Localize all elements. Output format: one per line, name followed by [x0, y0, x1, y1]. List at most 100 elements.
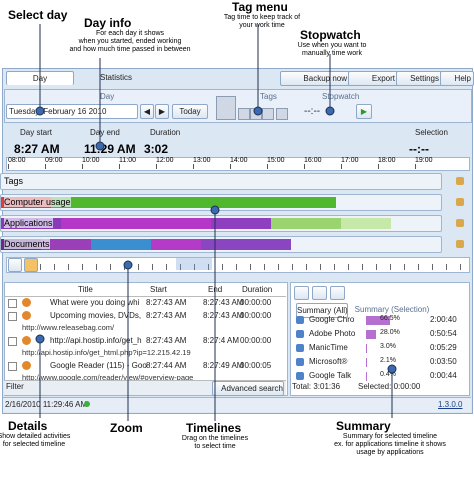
zoom-tick — [68, 264, 69, 270]
summary-name: Google Chro — [309, 315, 355, 324]
ruler-label: 19:00 — [415, 157, 433, 164]
summary-tab[interactable]: Summary (All) — [296, 303, 348, 318]
lock-icon — [456, 240, 464, 248]
zoom-tick — [348, 264, 349, 270]
checkbox — [8, 311, 17, 321]
cell: 00:00:00 — [240, 310, 272, 320]
ruler-tick — [341, 164, 342, 169]
summary-name: ManicTime — [309, 343, 348, 352]
summary-tab[interactable]: Summary (Selection) — [354, 305, 430, 314]
callout-text: Show detailed activities — [0, 433, 71, 440]
stopwatch-display: --:-- — [304, 106, 321, 117]
ruler-tick — [156, 164, 157, 169]
tag-icon — [216, 96, 236, 120]
summary-time: 0:03:50 — [430, 357, 457, 366]
ruler-label: 13:00 — [193, 157, 211, 164]
version: 1.3.0.0 — [438, 400, 463, 409]
zoom-tick — [278, 264, 279, 270]
search-button[interactable]: Advanced search — [212, 381, 284, 396]
lock-icon — [456, 219, 464, 227]
share-bar — [366, 330, 377, 339]
ruler-label: 08:00 — [8, 157, 26, 164]
track-label: Documents — [4, 239, 50, 249]
activity-segment — [271, 218, 341, 229]
summary-tool[interactable] — [312, 286, 327, 300]
row-title: Google Reader (115) - Goo — [50, 360, 147, 370]
ruler-label: 12:00 — [156, 157, 174, 164]
cell: 8:27:4 AM — [203, 335, 240, 345]
row-title: Upcoming movies, DVDs, — [50, 310, 142, 320]
zoom-tick — [138, 264, 139, 270]
zoom-tick — [166, 264, 167, 270]
details-pane — [4, 282, 288, 396]
timeline-track: Tags — [0, 173, 442, 190]
next-button[interactable]: ▶ — [155, 104, 169, 119]
info-value: 8:27 AM — [14, 142, 60, 156]
app-icon — [22, 298, 31, 307]
summary-time: 0:00:44 — [430, 371, 457, 380]
callout-title: Day info — [84, 16, 132, 30]
ruler-tick — [82, 164, 83, 169]
zoom-tick — [40, 264, 41, 270]
zoom-button[interactable] — [24, 258, 38, 272]
activity-segment — [91, 239, 151, 250]
cell: 00:00:05 — [240, 360, 272, 370]
callout-title: Stopwatch — [300, 28, 361, 42]
play-button[interactable]: ▶ — [356, 104, 372, 119]
zoom-tick — [96, 264, 97, 270]
toolbar-button[interactable]: Backup now — [280, 71, 350, 86]
lock-icon — [456, 198, 464, 206]
zoom-tick — [334, 264, 335, 270]
ruler-tick — [415, 164, 416, 169]
track-label: Tags — [4, 176, 24, 186]
prev-button[interactable]: ◀ — [140, 104, 154, 119]
header-line — [4, 296, 286, 297]
callout-text: and how much time passed in between — [69, 46, 191, 53]
zoom-tick — [320, 264, 321, 270]
callout-text: to select time — [194, 443, 236, 450]
track-label: Computer usage — [4, 197, 71, 207]
ruler-label: 16:00 — [304, 157, 322, 164]
app-icon — [296, 330, 304, 338]
callout-title: Zoom — [110, 421, 143, 435]
app-icon — [296, 372, 304, 380]
summary-name: Microsoft® — [309, 357, 348, 366]
today-button[interactable]: Today — [172, 104, 208, 119]
cell: 00:00:00 — [240, 335, 272, 345]
summary-tool[interactable] — [330, 286, 345, 300]
callout-title: Select day — [8, 8, 68, 22]
status-bar — [3, 397, 471, 412]
zoom-tick — [418, 264, 419, 270]
info-label: Day start — [20, 128, 53, 137]
tab[interactable]: Statistics — [99, 73, 132, 82]
zoom-tick — [208, 264, 209, 270]
zoom-tick — [82, 264, 83, 270]
summary-tool[interactable] — [294, 286, 309, 300]
zoom-tick — [180, 264, 181, 270]
zoom-tick — [404, 264, 405, 270]
row-title: http://api.hostip.info/get_h — [50, 335, 142, 345]
row-title: http://www.google.com/reader/view/#overv… — [22, 373, 194, 382]
activity-segment — [61, 218, 211, 229]
activity-segment — [341, 218, 391, 229]
callout-text: Tag time to keep track of — [223, 14, 301, 21]
zoom-button[interactable] — [8, 258, 22, 272]
tag-icon — [238, 108, 250, 120]
callout-text: Use when you want to — [297, 42, 367, 49]
app-icon — [22, 360, 31, 370]
ruler-tick — [193, 164, 194, 169]
cell: 8:27:43 AM — [203, 310, 244, 320]
callout-text: usage by applications — [356, 449, 424, 456]
row-title: http://api.hostip.info/get_html.php?ip=1… — [22, 348, 191, 357]
ruler-tick — [267, 164, 268, 169]
summary-time: 0:50:54 — [430, 329, 457, 338]
zoom-tick — [236, 264, 237, 270]
summary-total: Total: 3:01:36 — [292, 382, 341, 391]
summary-name: Adobe Photo — [309, 329, 356, 338]
zoom-tick — [446, 264, 447, 270]
share-label: 28.0% — [380, 329, 400, 336]
info-label: Duration — [150, 128, 181, 137]
activity-segment — [41, 239, 91, 250]
cell: 8:27:49 AM — [203, 360, 244, 370]
